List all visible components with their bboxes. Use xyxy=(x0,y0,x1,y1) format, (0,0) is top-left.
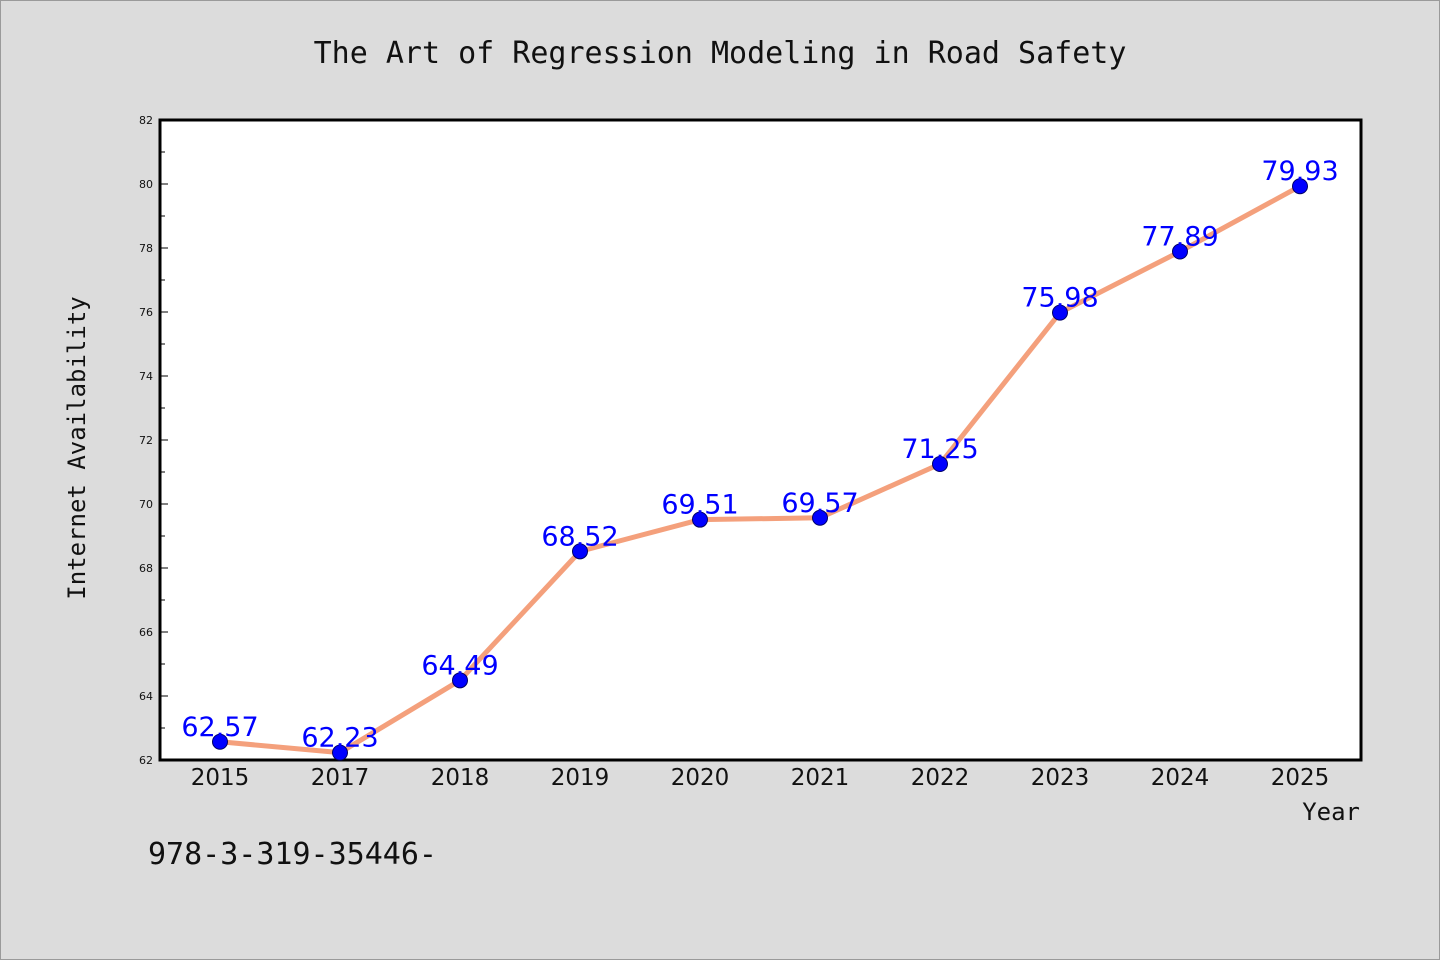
x-tick-label: 2025 xyxy=(1271,765,1330,791)
x-tick-label: 2022 xyxy=(911,765,970,791)
y-tick-label: 80 xyxy=(139,178,153,191)
series-line-group xyxy=(217,183,1303,756)
y-tick-label: 62 xyxy=(139,754,153,767)
data-label: 68.52 xyxy=(541,521,618,552)
data-point xyxy=(1052,304,1068,321)
plot-area xyxy=(158,118,1363,762)
y-tick-label: 72 xyxy=(139,434,153,447)
data-label: 75.98 xyxy=(1021,283,1098,314)
x-tick-label: 2020 xyxy=(671,765,730,791)
y-tick-label: 66 xyxy=(139,626,153,639)
data-label: 71.25 xyxy=(901,434,978,465)
data-label: 79.93 xyxy=(1261,156,1338,187)
y-tick-label: 78 xyxy=(139,242,153,255)
x-axis: 2015 2017 2018 2019 2020 2021 2022 2023 2024 2025 xyxy=(191,765,1330,791)
y-tick-label: 70 xyxy=(139,498,153,511)
marker-group xyxy=(212,178,1308,761)
data-label: 62.57 xyxy=(181,712,258,743)
x-tick-label: 2023 xyxy=(1031,765,1090,791)
data-point xyxy=(572,543,588,560)
y-axis-title: Internet Availability xyxy=(63,296,91,599)
data-label-group: 62.57 62.23 64.49 68.52 69.51 69.57 71.25 75.98… xyxy=(181,156,1338,753)
y-tick-label: 68 xyxy=(139,562,153,575)
x-tick-label: 2015 xyxy=(191,765,250,791)
data-point xyxy=(452,672,468,689)
data-label: 62.23 xyxy=(301,723,378,754)
y-tick-label: 76 xyxy=(139,306,153,319)
y-tick-label: 82 xyxy=(139,114,153,127)
data-label: 69.51 xyxy=(661,490,738,521)
x-tick-label: 2024 xyxy=(1151,765,1210,791)
x-axis-title: Year xyxy=(1302,798,1360,826)
data-point xyxy=(812,509,828,526)
data-point xyxy=(1172,243,1188,260)
data-label: 69.57 xyxy=(781,488,858,519)
x-tick-label: 2021 xyxy=(791,765,850,791)
y-tick-label: 64 xyxy=(139,690,153,703)
x-tick-label: 2018 xyxy=(431,765,490,791)
y-axis: 62 64 66 68 70 72 74 76 78 80 82 xyxy=(139,114,168,767)
y-tick-label: 74 xyxy=(139,370,153,383)
x-tick-label: 2017 xyxy=(311,765,370,791)
x-tick-label: 2019 xyxy=(551,765,610,791)
series-line xyxy=(217,183,1303,756)
data-point xyxy=(1292,178,1308,195)
data-point xyxy=(692,511,708,528)
data-label: 64.49 xyxy=(421,650,498,681)
data-point xyxy=(332,744,348,761)
data-label: 77.89 xyxy=(1141,222,1218,253)
data-point xyxy=(212,733,228,750)
data-point xyxy=(932,456,948,472)
footer-text: 978-3-319-35446- xyxy=(148,837,437,872)
chart-title: The Art of Regression Modeling in Road S… xyxy=(314,36,1127,71)
